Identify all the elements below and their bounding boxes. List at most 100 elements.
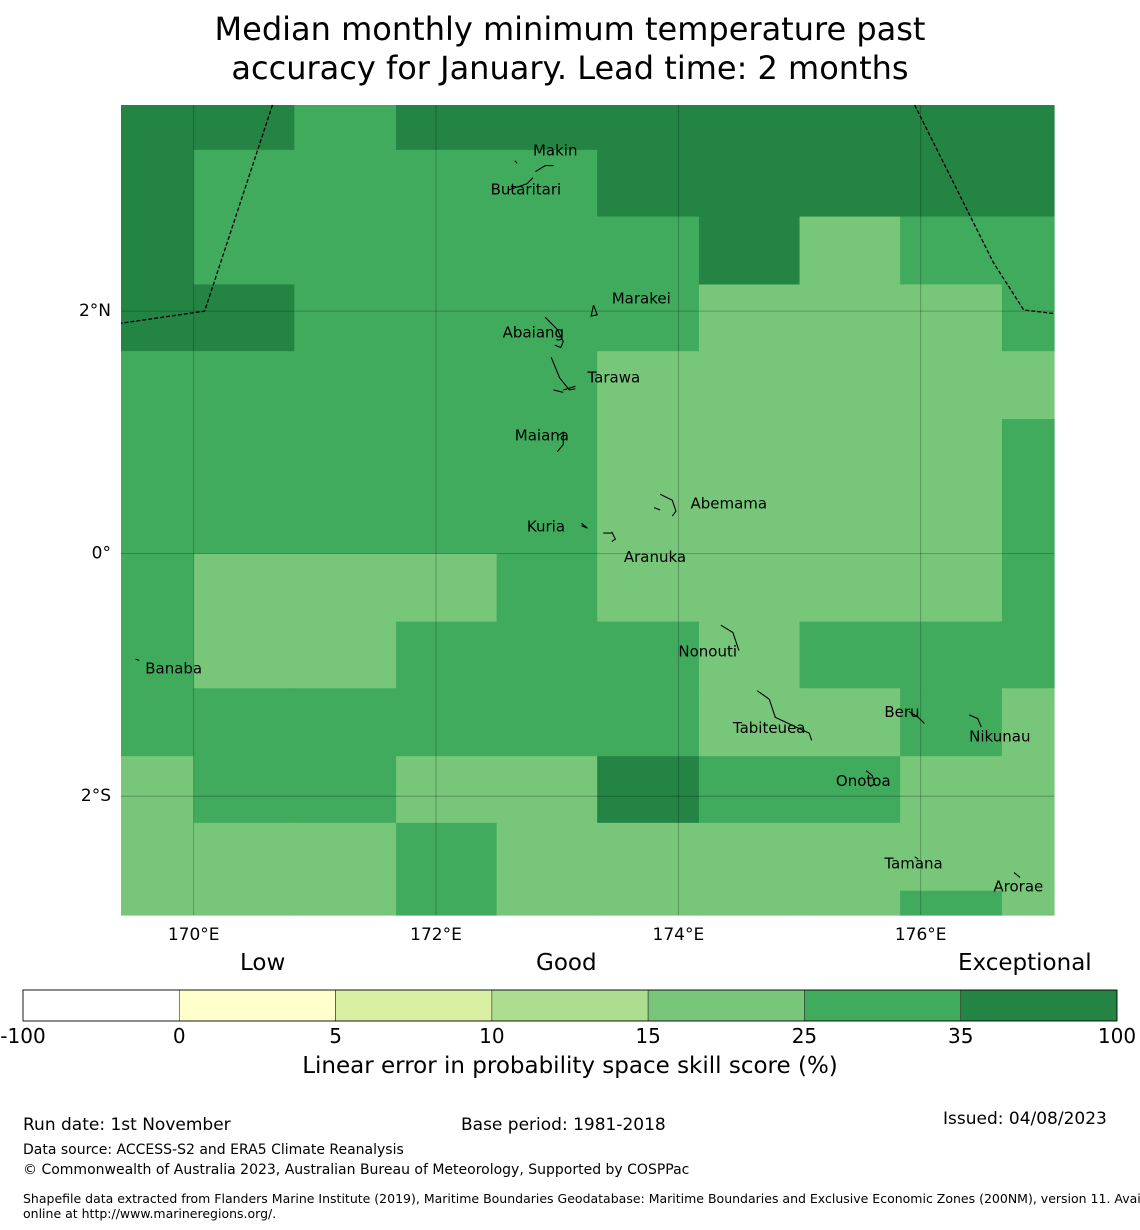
grid-cell	[900, 351, 1003, 420]
grid-cell	[1001, 756, 1055, 824]
place-label: Kuria	[527, 517, 565, 535]
grid-cell	[597, 284, 700, 352]
colorbar-label-good: Good	[536, 950, 597, 976]
place-label: Makin	[533, 142, 578, 160]
island-outline	[720, 624, 740, 651]
grid-cell	[193, 419, 295, 555]
grid-cell	[496, 216, 598, 286]
grid-cell	[900, 621, 1003, 689]
island-outline	[914, 856, 919, 860]
island-outline	[659, 493, 677, 517]
colorbar-swatch	[804, 989, 962, 1022]
grid-cell	[396, 351, 498, 420]
place-label: Abaiang	[503, 323, 564, 341]
colorbar-swatch	[960, 989, 1118, 1022]
colorbar-tick-label: 10	[479, 1024, 504, 1048]
grid-cell	[1001, 105, 1055, 151]
skill-grid	[121, 105, 1055, 916]
title-line-1: Median monthly minimum temperature past	[214, 10, 926, 48]
grid-cell	[698, 621, 801, 689]
grid-cell	[396, 149, 498, 218]
grid-cell	[900, 756, 1003, 824]
grid-cell	[698, 351, 801, 420]
grid-cell	[597, 419, 700, 555]
colorbar-tick-label: 35	[948, 1024, 973, 1048]
grid-cell	[698, 149, 801, 218]
lon-tick-label: 170°E	[168, 925, 220, 945]
grid-cell	[900, 105, 1003, 151]
grid-cell	[900, 284, 1003, 352]
grid-cell	[1001, 553, 1055, 623]
island-outline	[556, 431, 564, 453]
colorbar-swatch	[491, 989, 649, 1022]
grid-cell	[294, 351, 397, 420]
colorbar-tick-label: 0	[173, 1024, 186, 1048]
grid-cell	[396, 553, 498, 623]
grid-cell	[799, 284, 901, 352]
grid-cell	[597, 149, 700, 218]
chart-title: Median monthly minimum temperature past …	[0, 10, 1140, 88]
colorbar-tick-label: -100	[0, 1024, 45, 1048]
island-outline	[1013, 872, 1021, 878]
data-source: Data source: ACCESS-S2 and ERA5 Climate …	[23, 1142, 404, 1158]
colorbar-tick-label: 100	[1098, 1024, 1136, 1048]
grid-cell	[121, 621, 195, 689]
axis-ticks: 170°E 172°E 174°E 176°E 2°N 0° 2°S	[79, 301, 947, 945]
place-label: Onotoa	[836, 772, 891, 790]
grid-cell	[121, 756, 195, 824]
base-period: Base period: 1981-2018	[461, 1115, 666, 1135]
place-label: Tamana	[883, 855, 942, 873]
grid-cell	[396, 419, 498, 555]
grid-cell	[1001, 216, 1055, 286]
grid-cell	[193, 890, 295, 916]
island-outline	[544, 316, 564, 349]
place-label: Beru	[884, 703, 919, 721]
island-outline	[756, 690, 813, 741]
grid-cell	[698, 105, 801, 151]
grid-cell	[193, 105, 295, 151]
grid-cell	[597, 621, 700, 689]
grid-cell	[294, 419, 397, 555]
island-outlines	[135, 160, 1021, 878]
run-date: Run date: 1st November	[23, 1115, 231, 1135]
colorbar-tick-label: 25	[792, 1024, 817, 1048]
grid-cell	[1001, 351, 1055, 420]
title-line-2: accuracy for January. Lead time: 2 month…	[231, 49, 909, 87]
grid-cell	[698, 216, 801, 286]
place-label: Aranuka	[624, 548, 686, 566]
grid-cell	[121, 149, 195, 218]
grid-cell	[193, 756, 295, 824]
grid-cell	[121, 105, 195, 151]
grid-cell	[1001, 284, 1055, 352]
grid-cell	[799, 688, 901, 757]
lat-tick-label: 2°S	[81, 786, 111, 806]
grid-cell	[597, 351, 700, 420]
grid-cell	[496, 756, 598, 824]
colorbar-swatch	[22, 989, 180, 1022]
grid-cell	[597, 756, 700, 824]
grid-cell	[396, 216, 498, 286]
eez-line	[914, 104, 1055, 315]
graticule	[121, 105, 1054, 915]
grid-cell	[1001, 621, 1055, 689]
island-outline	[514, 160, 518, 164]
grid-cell	[597, 105, 700, 151]
grid-cell	[294, 284, 397, 352]
grid-cell	[1001, 149, 1055, 218]
grid-cell	[294, 756, 397, 824]
island-outline	[908, 710, 925, 724]
grid-cell	[294, 688, 397, 757]
grid-cell	[900, 149, 1003, 218]
place-label: Nikunau	[969, 727, 1030, 745]
colorbar-swatch	[335, 989, 493, 1022]
grid-cell	[496, 822, 598, 892]
colorbar-title: Linear error in probability space skill …	[302, 1053, 838, 1079]
grid-cell	[294, 216, 397, 286]
colorbar-tick-label: 15	[635, 1024, 660, 1048]
colorbar-label-low: Low	[240, 950, 286, 976]
grid-cell	[597, 216, 700, 286]
grid-cell	[597, 688, 700, 757]
place-label: Arorae	[993, 878, 1043, 896]
island-outline	[135, 658, 140, 661]
grid-cell	[799, 149, 901, 218]
